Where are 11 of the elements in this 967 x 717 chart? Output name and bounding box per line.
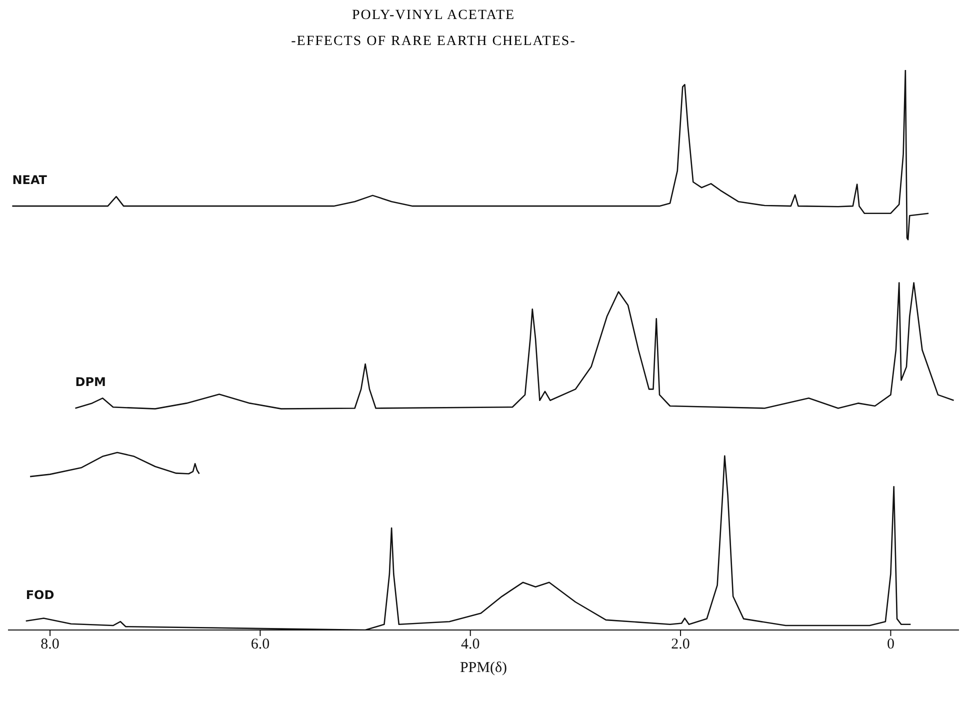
series-label: DPM bbox=[75, 375, 106, 390]
x-tick-label: 6.0 bbox=[250, 636, 270, 653]
x-tick-label: 2.0 bbox=[671, 636, 690, 653]
chart-title: POLY-VINYL ACETATE bbox=[350, 8, 516, 24]
series-label: FOD bbox=[26, 588, 54, 602]
x-tick-label: 8.0 bbox=[40, 636, 60, 653]
chart-subtitle: -EFFECTS OF RARE EARTH CHELATES- bbox=[290, 34, 577, 50]
series-label: NEAT bbox=[12, 173, 48, 188]
x-axis-title: PPM(δ) bbox=[460, 660, 508, 676]
x-tick-label: 0 bbox=[886, 636, 894, 653]
x-tick-label: 4.0 bbox=[460, 636, 480, 653]
